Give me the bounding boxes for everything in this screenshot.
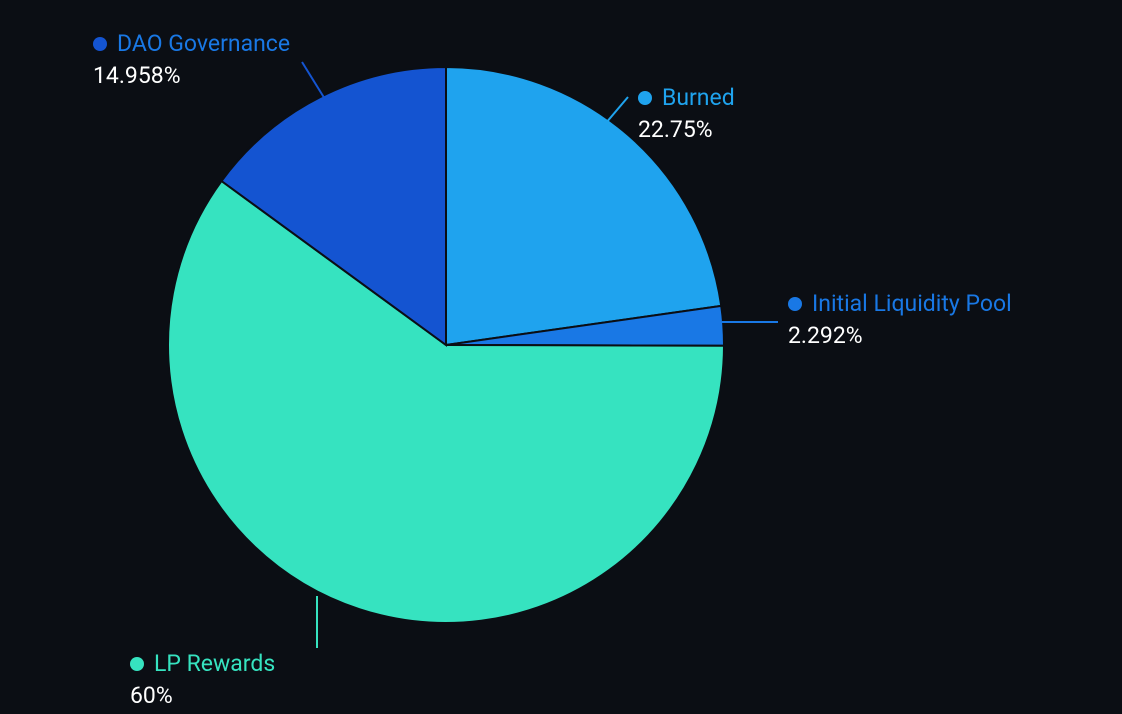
bullet-icon	[93, 37, 107, 51]
label-line: LP Rewards	[130, 650, 275, 678]
label-line: DAO Governance	[93, 30, 290, 58]
slice-percentage: 14.958%	[93, 62, 290, 90]
label-line: Initial Liquidity Pool	[788, 290, 1012, 318]
pie-chart-container: DAO Governance 14.958% Burned 22.75% Ini…	[0, 0, 1122, 714]
slice-label: Initial Liquidity Pool	[812, 290, 1012, 318]
bullet-icon	[130, 657, 144, 671]
pie-chart-svg	[0, 0, 1122, 714]
slice-percentage: 22.75%	[638, 116, 735, 144]
slice-percentage: 60%	[130, 682, 275, 710]
label-initial-liquidity-pool: Initial Liquidity Pool 2.292%	[788, 290, 1012, 349]
label-dao-governance: DAO Governance 14.958%	[93, 30, 290, 89]
bullet-icon	[638, 91, 652, 105]
slice-label: LP Rewards	[154, 650, 275, 678]
label-lp-rewards: LP Rewards 60%	[130, 650, 275, 709]
bullet-icon	[788, 297, 802, 311]
slice-label: DAO Governance	[117, 30, 290, 58]
label-line: Burned	[638, 84, 735, 112]
slice-percentage: 2.292%	[788, 322, 1012, 350]
label-burned: Burned 22.75%	[638, 84, 735, 143]
leader-line	[302, 62, 328, 104]
slice-label: Burned	[662, 84, 735, 112]
